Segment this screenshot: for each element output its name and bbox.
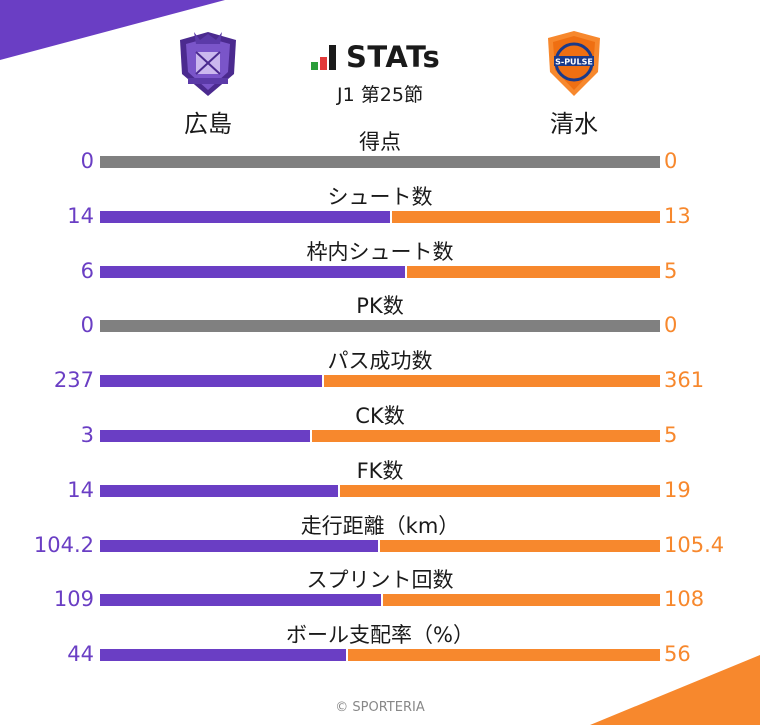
- home-value-label: 44: [67, 642, 94, 667]
- stat-bar: [100, 265, 660, 278]
- corner-decoration-bottom-right: [590, 655, 760, 725]
- away-bar-segment: [380, 320, 660, 333]
- bar-divider: [310, 430, 312, 442]
- stat-label: ボール支配率（%）: [286, 623, 474, 648]
- away-bar-segment: [323, 375, 660, 388]
- home-value-label: 237: [53, 368, 94, 393]
- s-pulse-crest-icon: S-PULSE: [548, 31, 600, 96]
- round-label: J1 第25節: [337, 84, 423, 106]
- home-value-label: 109: [53, 587, 94, 612]
- stat-bar: [100, 539, 660, 552]
- home-bar-segment: [100, 594, 382, 607]
- stat-label: スプリント回数: [306, 568, 454, 593]
- stats-brand: STATs: [310, 40, 440, 74]
- home-bar-segment: [100, 649, 347, 662]
- home-value-label: 0: [80, 149, 94, 173]
- home-value-label: 104.2: [33, 532, 94, 557]
- away-bar-segment: [339, 484, 660, 497]
- home-bar-segment: [100, 210, 391, 223]
- stat-row: スプリント回数 109 108: [0, 564, 760, 616]
- away-team-name: 清水: [550, 110, 598, 138]
- stat-bar: [100, 430, 660, 442]
- stat-bar: [100, 375, 660, 388]
- stat-label: 枠内シュート数: [306, 239, 454, 264]
- stat-row: 得点 0 0: [0, 126, 760, 178]
- away-bar-segment: [407, 265, 660, 278]
- home-bar-segment: [100, 156, 380, 168]
- stat-row: ボール支配率（%） 44 56: [0, 619, 760, 671]
- stat-label: シュート数: [327, 184, 433, 209]
- home-value-label: 6: [80, 258, 94, 283]
- stat-bar: [100, 484, 660, 497]
- stats-logo-icon: [311, 45, 336, 70]
- stat-row: CK数 3 5: [0, 400, 760, 452]
- stat-label: FK数: [356, 458, 404, 483]
- brand-text: STATs: [346, 40, 441, 74]
- away-value-label: 0: [664, 313, 678, 338]
- away-value-label: 5: [664, 423, 678, 447]
- stat-label: CK数: [355, 404, 405, 428]
- home-bar-segment: [100, 320, 380, 333]
- svg-text:S-PULSE: S-PULSE: [555, 58, 593, 67]
- sanfrecce-crest-icon: [180, 32, 236, 96]
- away-bar-segment: [380, 156, 660, 168]
- home-bar-segment: [100, 265, 406, 278]
- home-value-label: 14: [67, 477, 94, 502]
- home-bar-segment: [100, 375, 322, 388]
- home-value-label: 3: [80, 423, 94, 447]
- home-bar-segment: [100, 539, 379, 552]
- home-value-label: 14: [67, 203, 94, 228]
- bar-divider: [378, 539, 381, 552]
- stat-label: パス成功数: [327, 349, 433, 374]
- corner-decoration-top-left: [0, 0, 225, 60]
- away-value-label: 108: [664, 587, 705, 612]
- stat-bar: [100, 210, 660, 223]
- away-bar-segment: [383, 594, 660, 607]
- away-value-label: 361: [664, 368, 705, 393]
- stat-label: 走行距離（km）: [300, 513, 460, 538]
- away-bar-segment: [312, 430, 660, 442]
- away-value-label: 13: [664, 203, 691, 228]
- stat-bar: [100, 320, 660, 333]
- stat-row: シュート数 14 13: [0, 181, 760, 233]
- home-bar-segment: [100, 430, 310, 442]
- bar-divider: [346, 649, 349, 662]
- away-bar-segment: [380, 539, 660, 552]
- stat-row: 走行距離（km） 104.2 105.4: [0, 510, 760, 562]
- away-value-label: 56: [664, 642, 691, 667]
- stat-row: PK数 0 0: [0, 290, 760, 342]
- away-value-label: 0: [664, 149, 678, 173]
- stat-label: 得点: [359, 130, 401, 154]
- stat-bar: [100, 156, 660, 168]
- stat-row: パス成功数 237 361: [0, 345, 760, 397]
- stat-bar: [100, 649, 660, 662]
- stat-label: PK数: [356, 294, 404, 319]
- away-bar-segment: [348, 649, 660, 662]
- stat-row: 枠内シュート数 6 5: [0, 236, 760, 288]
- away-bar-segment: [392, 210, 660, 223]
- stat-row: FK数 14 19: [0, 455, 760, 507]
- away-value-label: 19: [664, 477, 691, 502]
- bar-divider: [381, 594, 384, 607]
- bar-divider: [405, 265, 408, 278]
- away-value-label: 105.4: [664, 532, 725, 557]
- home-team-name: 広島: [184, 110, 232, 138]
- stat-bar: [100, 594, 660, 607]
- bar-divider: [390, 210, 393, 223]
- home-bar-segment: [100, 484, 338, 497]
- bar-divider: [321, 375, 324, 388]
- bar-divider: [337, 484, 340, 497]
- away-value-label: 5: [664, 258, 678, 283]
- copyright-footer: © SPORTERIA: [335, 700, 425, 715]
- header: 広島 STATs J1 第25節 S-PULSE 清水: [0, 0, 760, 140]
- home-value-label: 0: [80, 313, 94, 338]
